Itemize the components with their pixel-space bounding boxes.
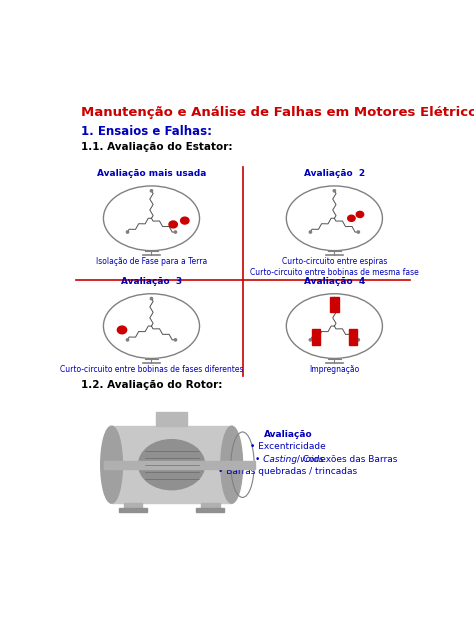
Text: Manutenção e Análise de Falhas em Motores Elétricos: Manutenção e Análise de Falhas em Motore… — [81, 106, 474, 119]
Ellipse shape — [181, 217, 189, 224]
Text: / Conexões das Barras: / Conexões das Barras — [294, 454, 398, 464]
Text: Avaliação  4: Avaliação 4 — [304, 277, 365, 286]
Circle shape — [174, 339, 177, 341]
Bar — [111, 426, 232, 503]
Bar — [124, 503, 142, 509]
Text: • Barras quebradas / trincadas: • Barras quebradas / trincadas — [219, 467, 357, 476]
Circle shape — [174, 231, 177, 233]
Circle shape — [127, 231, 128, 233]
Text: • Excentricidade: • Excentricidade — [250, 442, 326, 451]
Text: Curto-circuito entre espiras
Curto-circuito entre bobinas de mesma fase: Curto-circuito entre espiras Curto-circu… — [250, 257, 419, 277]
Text: Avaliação mais usada: Avaliação mais usada — [97, 169, 206, 178]
Text: Avaliação  2: Avaliação 2 — [304, 169, 365, 178]
Ellipse shape — [118, 326, 127, 334]
Ellipse shape — [348, 216, 355, 221]
Ellipse shape — [100, 426, 122, 503]
Circle shape — [150, 298, 153, 300]
Ellipse shape — [221, 426, 243, 503]
Bar — [349, 329, 357, 344]
Circle shape — [127, 339, 128, 341]
Ellipse shape — [356, 211, 364, 217]
Text: Isolação de Fase para a Terra: Isolação de Fase para a Terra — [96, 257, 207, 266]
Bar — [311, 329, 320, 344]
Ellipse shape — [169, 221, 177, 228]
Circle shape — [333, 190, 336, 192]
Bar — [104, 461, 255, 468]
Bar — [156, 412, 187, 426]
Bar — [330, 297, 338, 312]
Circle shape — [357, 231, 359, 233]
Ellipse shape — [138, 440, 205, 490]
Text: Impregnação: Impregnação — [309, 365, 359, 374]
Text: 1.2. Avaliação do Rotor:: 1.2. Avaliação do Rotor: — [81, 380, 222, 391]
Circle shape — [309, 231, 311, 233]
Bar — [201, 503, 219, 509]
Text: Avaliação  3: Avaliação 3 — [121, 277, 182, 286]
Text: Avaliação: Avaliação — [264, 430, 312, 439]
Circle shape — [333, 298, 336, 300]
Circle shape — [150, 190, 153, 192]
Circle shape — [309, 339, 311, 341]
Text: 1.1. Avaliação do Estator:: 1.1. Avaliação do Estator: — [81, 142, 232, 152]
Text: 1. Ensaios e Falhas:: 1. Ensaios e Falhas: — [81, 125, 212, 138]
Bar — [196, 507, 224, 512]
Text: Curto-circuito entre bobinas de fases diferentes: Curto-circuito entre bobinas de fases di… — [60, 365, 243, 374]
Circle shape — [357, 339, 359, 341]
Bar — [119, 507, 147, 512]
Text: • Casting voids: • Casting voids — [255, 454, 324, 464]
